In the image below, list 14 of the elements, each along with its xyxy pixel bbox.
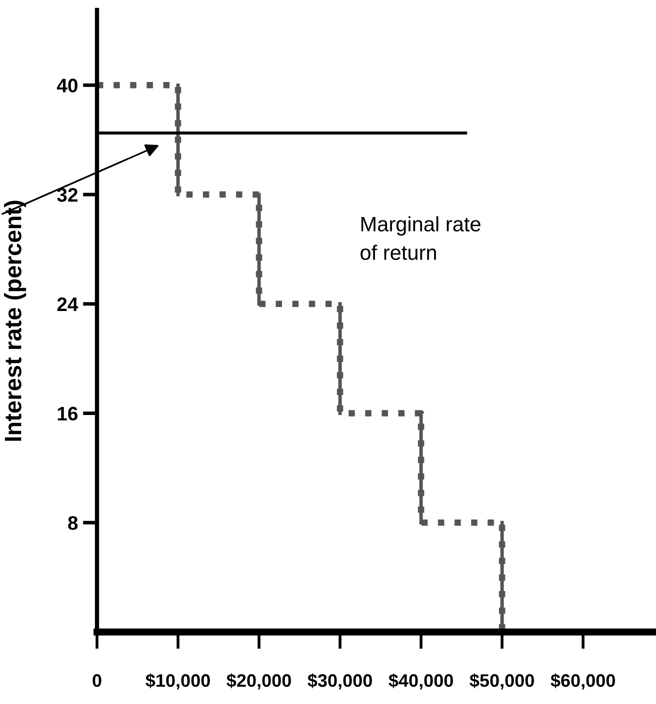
x-tick-label: 0 — [92, 674, 102, 687]
x-tick-label: $50,000 — [470, 673, 534, 690]
x-tick-label: $10,000 — [146, 673, 210, 690]
y-tick-label: 40 — [56, 78, 78, 92]
y-axis-title: Interest rate (percent) — [4, 200, 26, 441]
y-tick-label: 16 — [58, 406, 78, 421]
y-tick-label: 24 — [57, 297, 78, 311]
x-tick-label: $60,000 — [550, 673, 615, 690]
x-tick-label: $30,000 — [308, 673, 372, 690]
annotation: Marginal rate of return — [360, 216, 480, 260]
y-tick-label: 8 — [68, 516, 78, 530]
x-tick-label: $40,000 — [388, 673, 453, 690]
x-tick-label: $20,000 — [226, 673, 291, 690]
y-tick-label: 32 — [57, 188, 78, 202]
